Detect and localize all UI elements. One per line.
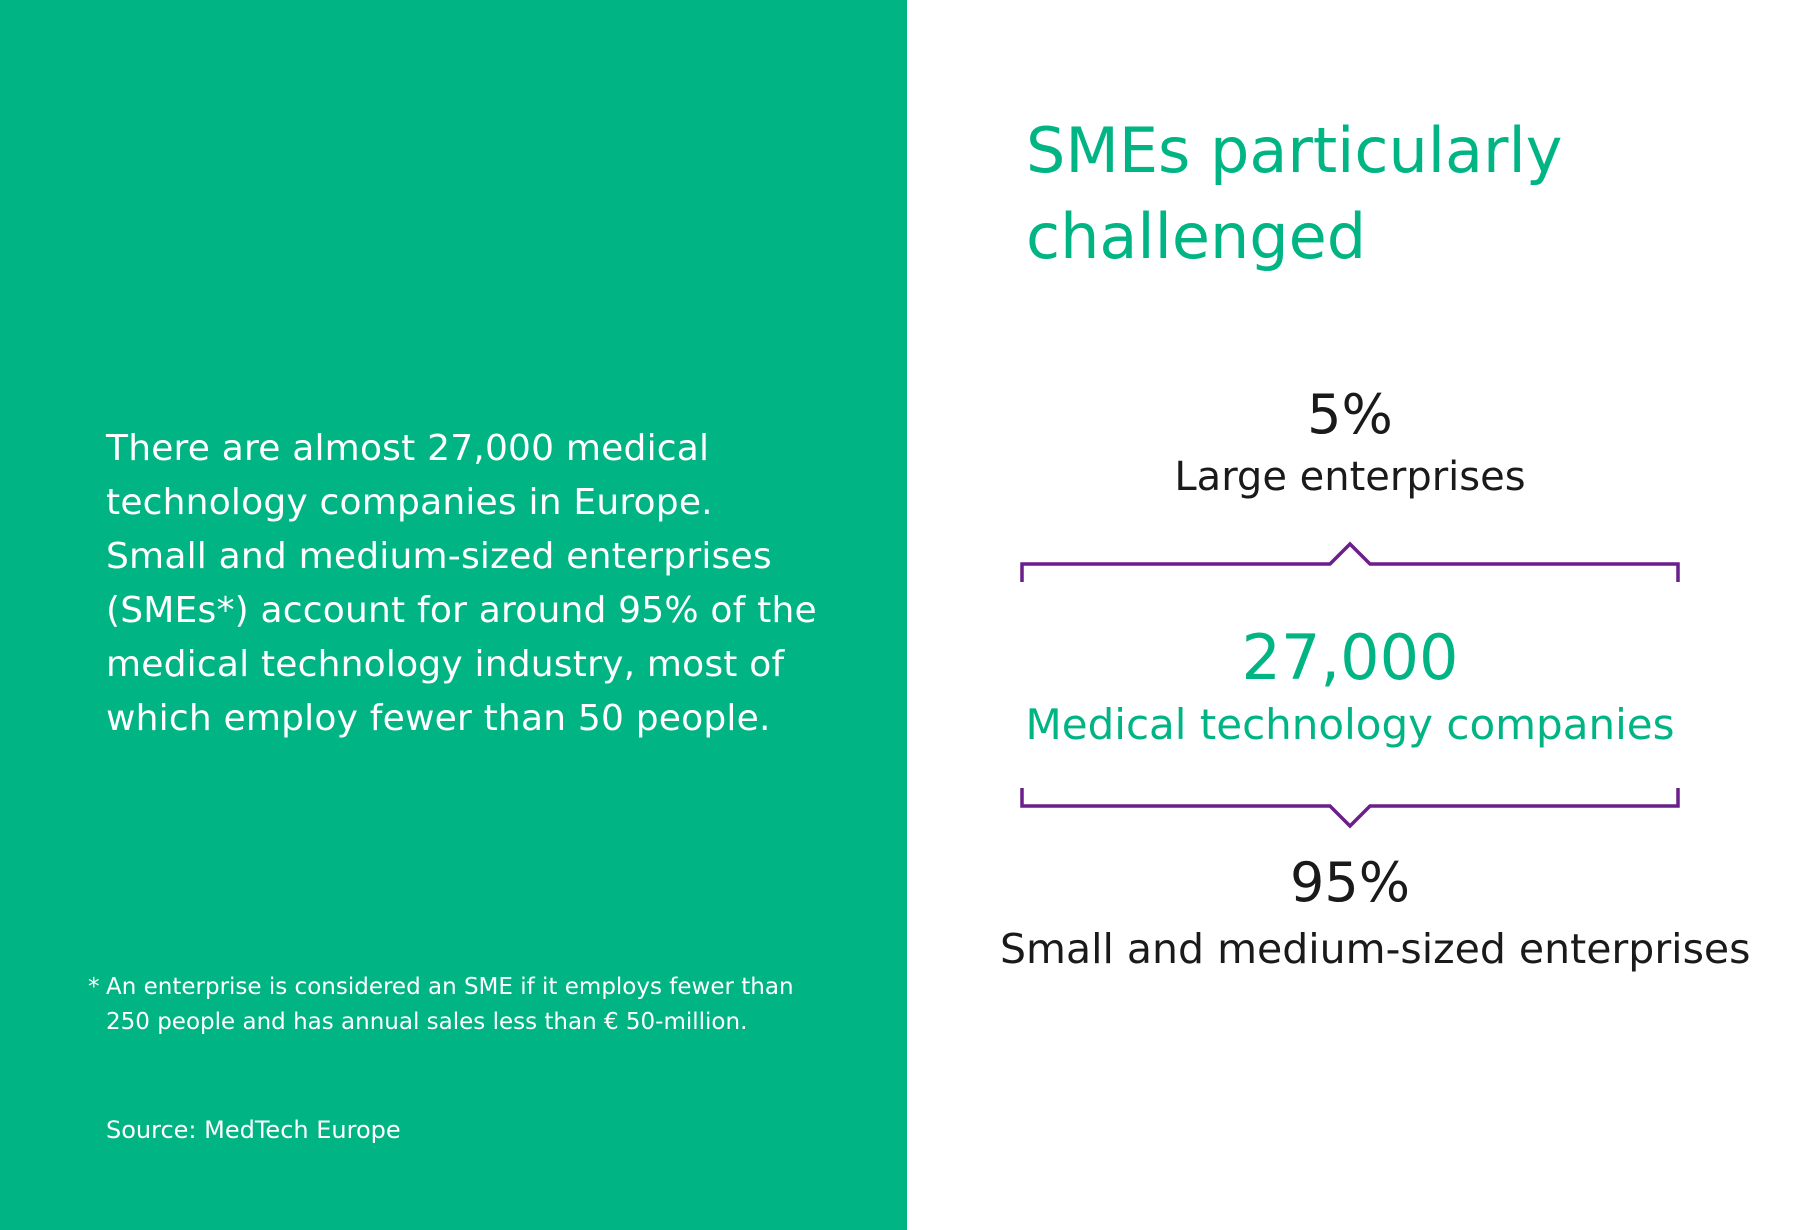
large-enterprises-value: 5% bbox=[1307, 383, 1393, 446]
total-companies-value: 27,000 bbox=[1241, 621, 1459, 694]
footnote-line: An enterprise is considered an SME if it… bbox=[106, 974, 794, 1000]
page-title: SMEs particularly challenged bbox=[1026, 108, 1562, 280]
sme-value: 95% bbox=[1289, 851, 1411, 914]
title-line: challenged bbox=[1026, 200, 1367, 273]
total-companies-label: Medical technology companies bbox=[1025, 700, 1675, 749]
bottom-brace bbox=[1020, 788, 1680, 829]
intro-line: (SMEs*) account for around 95% of the bbox=[106, 590, 817, 631]
intro-line: There are almost 27,000 medical bbox=[106, 428, 710, 469]
title-line: SMEs particularly bbox=[1026, 114, 1563, 187]
footnote: * An enterprise is considered an SME if … bbox=[88, 970, 848, 1040]
intro-line: which employ fewer than 50 people. bbox=[106, 698, 771, 739]
footnote-marker: * bbox=[88, 974, 100, 1000]
sme-label: Small and medium-sized enterprises bbox=[1000, 925, 1751, 973]
intro-line: medical technology industry, most of bbox=[106, 644, 785, 685]
top-brace bbox=[1020, 541, 1680, 582]
intro-line: Small and medium-sized enterprises bbox=[106, 536, 772, 577]
large-enterprises-label: Large enterprises bbox=[1174, 454, 1526, 500]
footnote-line: 250 people and has annual sales less tha… bbox=[106, 1009, 748, 1035]
left-panel: There are almost 27,000 medical technolo… bbox=[0, 0, 907, 1230]
intro-line: technology companies in Europe. bbox=[106, 482, 713, 523]
intro-paragraph: There are almost 27,000 medical technolo… bbox=[106, 422, 866, 746]
source-credit: Source: MedTech Europe bbox=[106, 1116, 401, 1144]
